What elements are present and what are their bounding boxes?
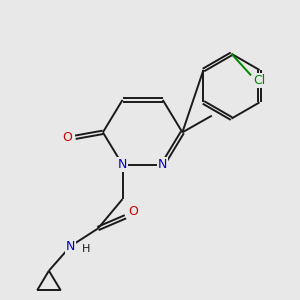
Text: N: N xyxy=(66,240,75,253)
Text: N: N xyxy=(118,158,127,171)
Text: Cl: Cl xyxy=(253,74,265,87)
Text: O: O xyxy=(63,131,73,144)
Text: N: N xyxy=(158,158,167,171)
Text: H: H xyxy=(82,244,90,254)
Text: O: O xyxy=(128,205,138,218)
